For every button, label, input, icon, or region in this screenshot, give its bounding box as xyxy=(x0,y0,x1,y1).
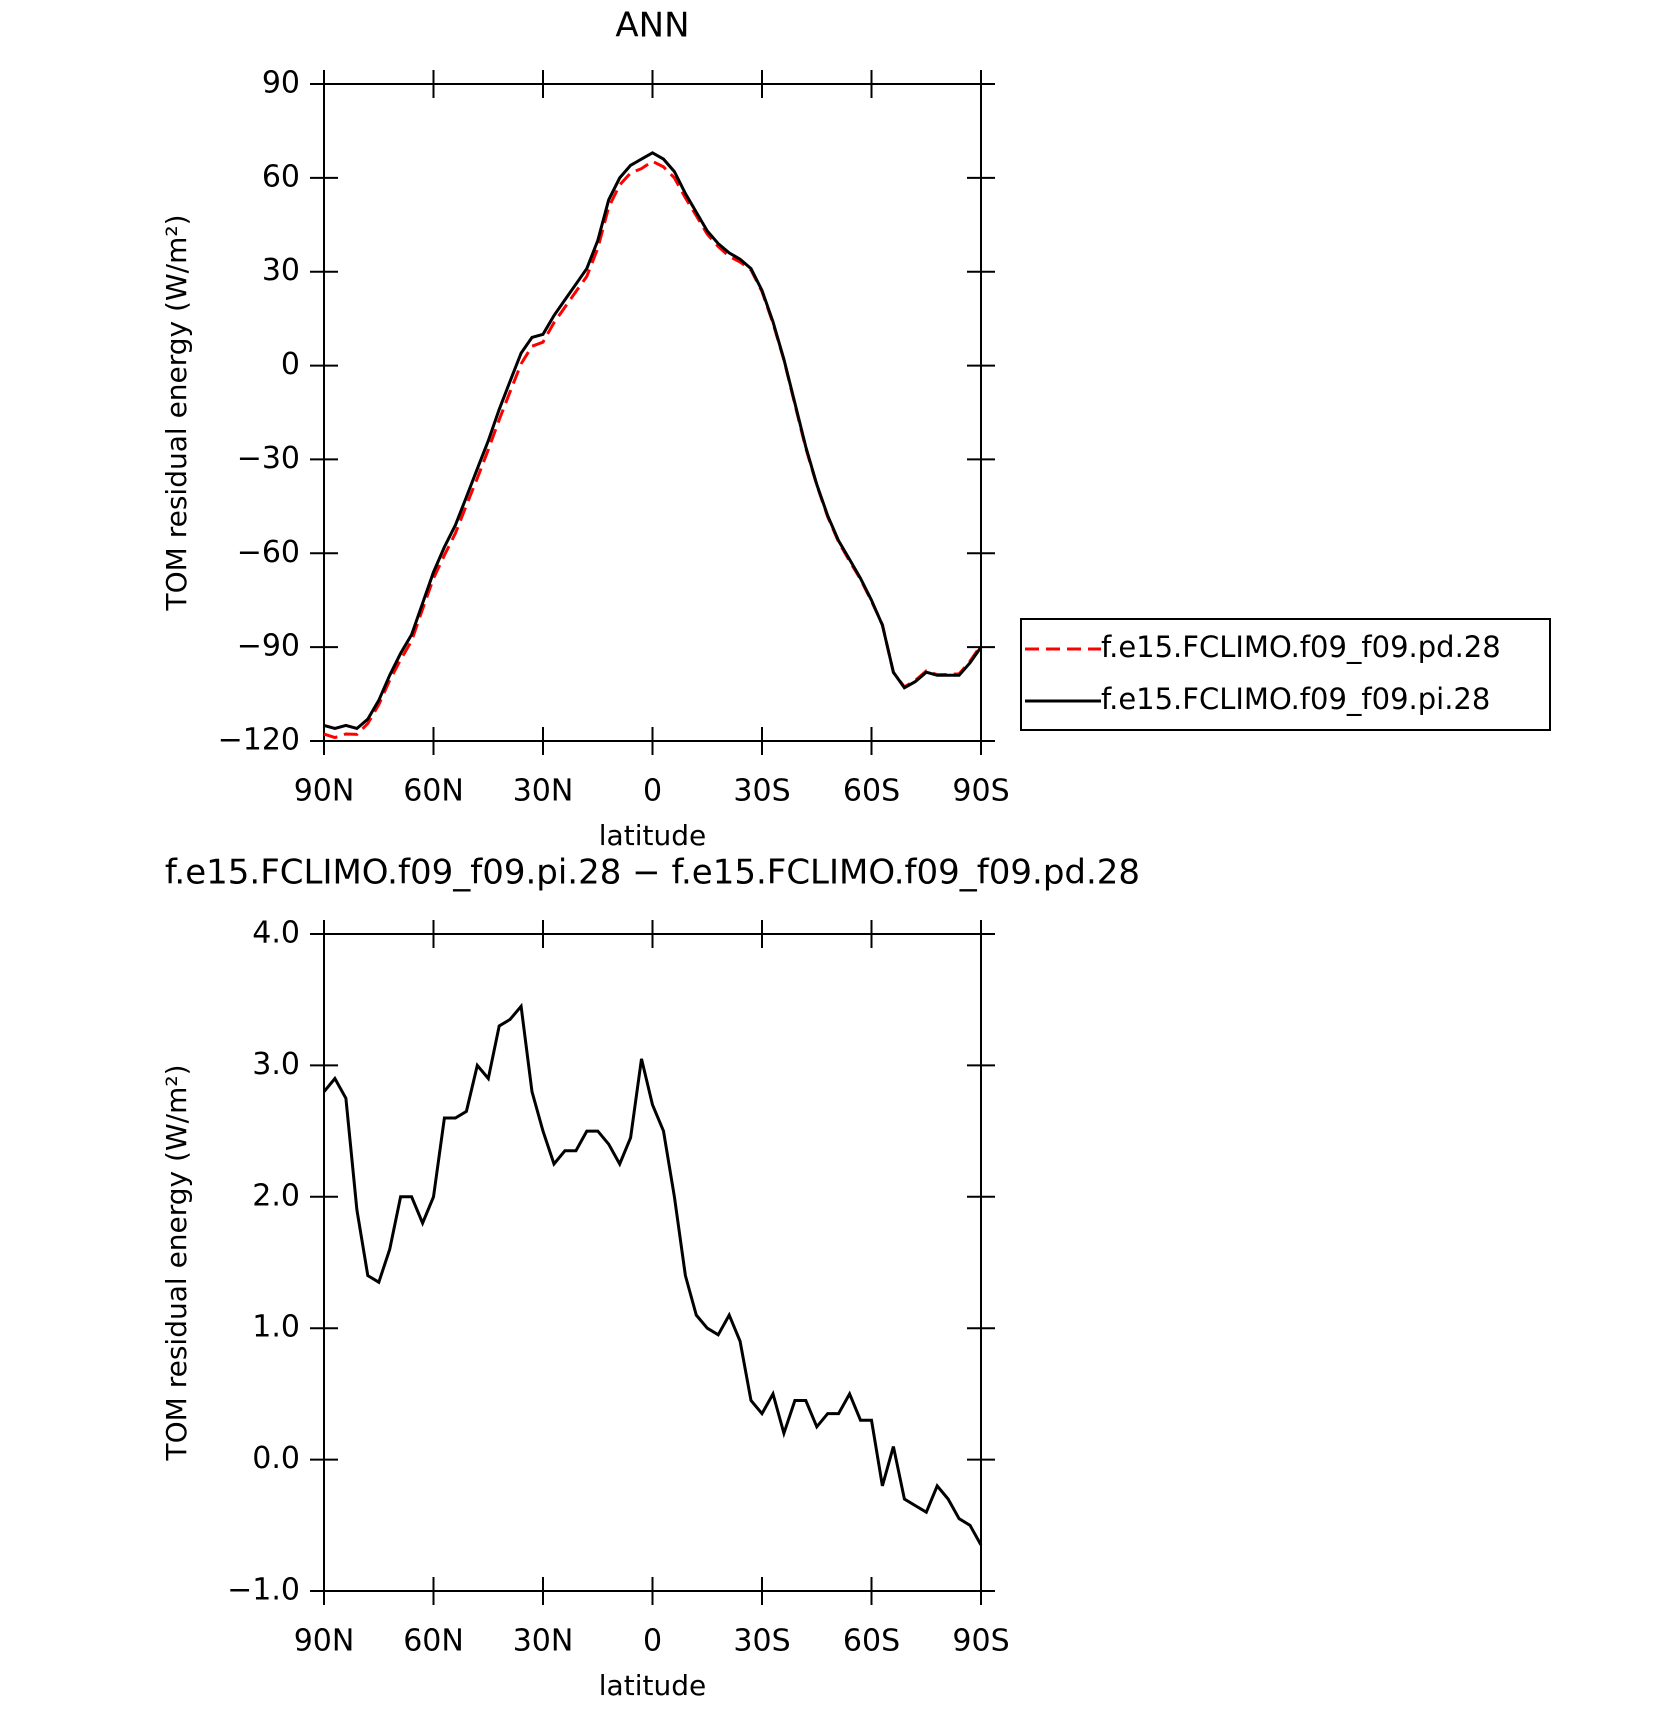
x-tick-label: 60N xyxy=(403,774,464,809)
legend-box xyxy=(1020,618,1551,731)
y-tick-label: −90 xyxy=(237,629,300,664)
x-tick-label: 30S xyxy=(733,1624,790,1659)
plot-frame xyxy=(323,83,982,742)
chart-title: f.e15.FCLIMO.f09_f09.pi.28 − f.e15.FCLIM… xyxy=(165,853,1140,893)
x-tick-label: 90N xyxy=(294,1624,355,1659)
x-tick-label: 0 xyxy=(643,1624,662,1659)
x-tick-label: 30N xyxy=(513,774,574,809)
y-axis-label: TOM residual energy (W/m²) xyxy=(160,215,193,612)
x-tick-label: 0 xyxy=(643,774,662,809)
legend-label: f.e15.FCLIMO.f09_f09.pi.28 xyxy=(1101,682,1490,716)
line-series xyxy=(323,151,983,731)
x-tick-label: 30S xyxy=(733,774,790,809)
y-tick-label: −120 xyxy=(218,723,300,758)
x-tick-label: 90S xyxy=(952,774,1009,809)
x-axis-label: latitude xyxy=(599,819,706,852)
y-tick-label: 0 xyxy=(281,347,300,382)
x-axis-label: latitude xyxy=(599,1669,706,1702)
y-tick-label: 0.0 xyxy=(252,1441,300,1476)
x-tick-label: 90N xyxy=(294,774,355,809)
x-tick-label: 90S xyxy=(952,1624,1009,1659)
y-tick-label: 3.0 xyxy=(252,1047,300,1082)
y-tick-label: 60 xyxy=(262,159,300,194)
x-tick-label: 60N xyxy=(403,1624,464,1659)
y-tick-label: 2.0 xyxy=(252,1178,300,1213)
y-tick-label: 90 xyxy=(262,66,300,101)
y-tick-label: −30 xyxy=(237,441,300,476)
x-tick-label: 30N xyxy=(513,1624,574,1659)
y-axis-label: TOM residual energy (W/m²) xyxy=(160,1065,193,1462)
plot-frame xyxy=(323,933,982,1592)
line-series xyxy=(322,1002,983,1546)
y-tick-label: 1.0 xyxy=(252,1310,300,1345)
x-tick-label: 60S xyxy=(843,1624,900,1659)
y-tick-label: −1.0 xyxy=(227,1573,300,1608)
y-tick-label: −60 xyxy=(237,535,300,570)
x-tick-label: 60S xyxy=(843,774,900,809)
line-series xyxy=(323,159,983,740)
legend-label: f.e15.FCLIMO.f09_f09.pd.28 xyxy=(1101,630,1501,664)
y-tick-label: 30 xyxy=(262,253,300,288)
y-tick-label: 4.0 xyxy=(252,916,300,951)
chart-title: ANN xyxy=(615,6,689,46)
